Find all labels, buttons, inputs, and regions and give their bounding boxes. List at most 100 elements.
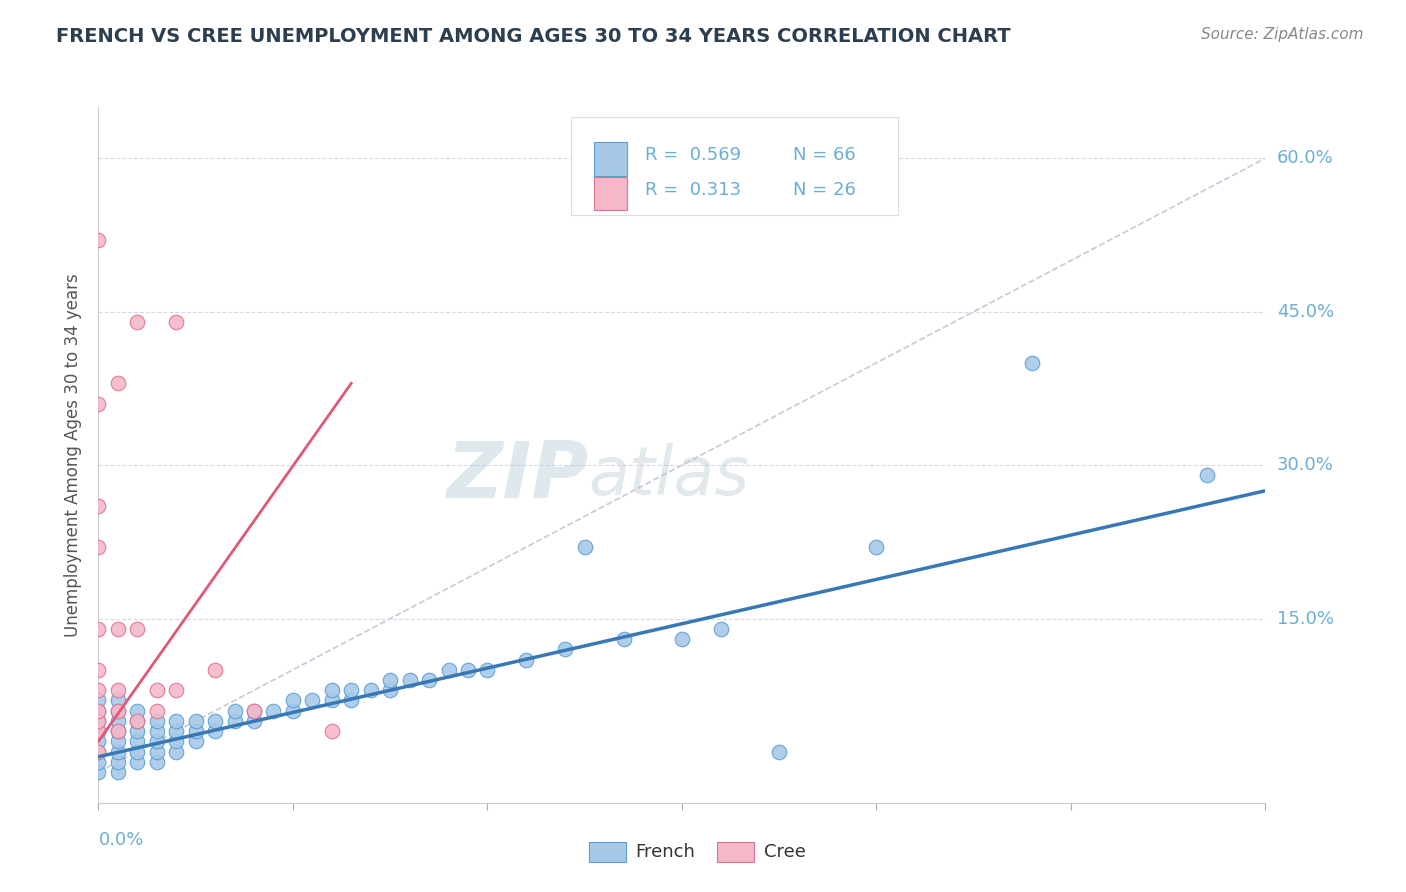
Bar — [595, 142, 627, 176]
Point — [165, 315, 187, 329]
Point — [146, 755, 169, 769]
Point — [87, 397, 110, 411]
Point — [107, 765, 129, 780]
Point — [87, 622, 110, 636]
Point — [243, 714, 266, 728]
Point — [477, 663, 499, 677]
Point — [107, 622, 129, 636]
Point — [146, 724, 169, 739]
Point — [710, 622, 733, 636]
Point — [146, 704, 169, 718]
Point — [87, 765, 110, 780]
Point — [865, 540, 887, 554]
Text: 0.0%: 0.0% — [98, 830, 143, 848]
Point — [87, 745, 110, 759]
Point — [127, 622, 149, 636]
Point — [146, 683, 169, 698]
Point — [204, 724, 226, 739]
Point — [127, 745, 149, 759]
Point — [418, 673, 440, 687]
Point — [127, 755, 149, 769]
Point — [301, 693, 323, 707]
Point — [165, 714, 187, 728]
Text: R =  0.569: R = 0.569 — [644, 146, 741, 164]
Point — [107, 376, 129, 391]
Point — [360, 683, 382, 698]
Point — [127, 734, 149, 748]
Text: French: French — [636, 843, 695, 861]
Point — [457, 663, 479, 677]
Point — [107, 693, 129, 707]
Bar — [589, 842, 626, 862]
Point — [437, 663, 460, 677]
Point — [184, 724, 207, 739]
Point — [107, 745, 129, 759]
Point — [107, 724, 129, 739]
Y-axis label: Unemployment Among Ages 30 to 34 years: Unemployment Among Ages 30 to 34 years — [65, 273, 83, 637]
Text: atlas: atlas — [589, 442, 749, 508]
Point — [165, 724, 187, 739]
Point — [107, 704, 129, 718]
Text: N = 26: N = 26 — [793, 181, 856, 199]
Point — [243, 704, 266, 718]
Point — [146, 734, 169, 748]
Text: Cree: Cree — [763, 843, 806, 861]
FancyBboxPatch shape — [571, 118, 898, 215]
Point — [204, 663, 226, 677]
Point — [107, 755, 129, 769]
Point — [87, 499, 110, 513]
Text: FRENCH VS CREE UNEMPLOYMENT AMONG AGES 30 TO 34 YEARS CORRELATION CHART: FRENCH VS CREE UNEMPLOYMENT AMONG AGES 3… — [56, 27, 1011, 45]
Bar — [717, 842, 754, 862]
Point — [184, 714, 207, 728]
Point — [340, 693, 363, 707]
Text: ZIP: ZIP — [446, 438, 589, 514]
Point — [574, 540, 596, 554]
Point — [184, 734, 207, 748]
Point — [107, 734, 129, 748]
Text: R =  0.313: R = 0.313 — [644, 181, 741, 199]
Point — [554, 642, 576, 657]
Point — [87, 540, 110, 554]
Point — [204, 714, 226, 728]
Point — [768, 745, 790, 759]
Point — [398, 673, 420, 687]
Point — [165, 683, 187, 698]
Point — [1195, 468, 1218, 483]
Point — [340, 683, 363, 698]
Point — [515, 652, 537, 666]
Point — [87, 724, 110, 739]
Point — [87, 683, 110, 698]
Point — [87, 724, 110, 739]
Point — [87, 704, 110, 718]
Point — [243, 704, 266, 718]
Point — [87, 755, 110, 769]
Point — [224, 714, 246, 728]
Point — [87, 714, 110, 728]
Point — [107, 683, 129, 698]
Point — [671, 632, 693, 646]
Point — [321, 683, 343, 698]
Point — [262, 704, 284, 718]
Point — [87, 704, 110, 718]
Point — [321, 724, 343, 739]
Point — [107, 704, 129, 718]
Text: 60.0%: 60.0% — [1277, 149, 1334, 167]
Point — [127, 714, 149, 728]
Point — [127, 724, 149, 739]
Point — [378, 683, 402, 698]
Point — [1021, 356, 1043, 370]
Point — [127, 714, 149, 728]
Text: N = 66: N = 66 — [793, 146, 855, 164]
Point — [224, 704, 246, 718]
Point — [107, 714, 129, 728]
Point — [107, 724, 129, 739]
Point — [127, 704, 149, 718]
Text: Source: ZipAtlas.com: Source: ZipAtlas.com — [1201, 27, 1364, 42]
Point — [612, 632, 634, 646]
Point — [87, 745, 110, 759]
Text: 30.0%: 30.0% — [1277, 456, 1334, 475]
Point — [281, 704, 304, 718]
Point — [87, 233, 110, 247]
Point — [281, 693, 304, 707]
Point — [127, 315, 149, 329]
